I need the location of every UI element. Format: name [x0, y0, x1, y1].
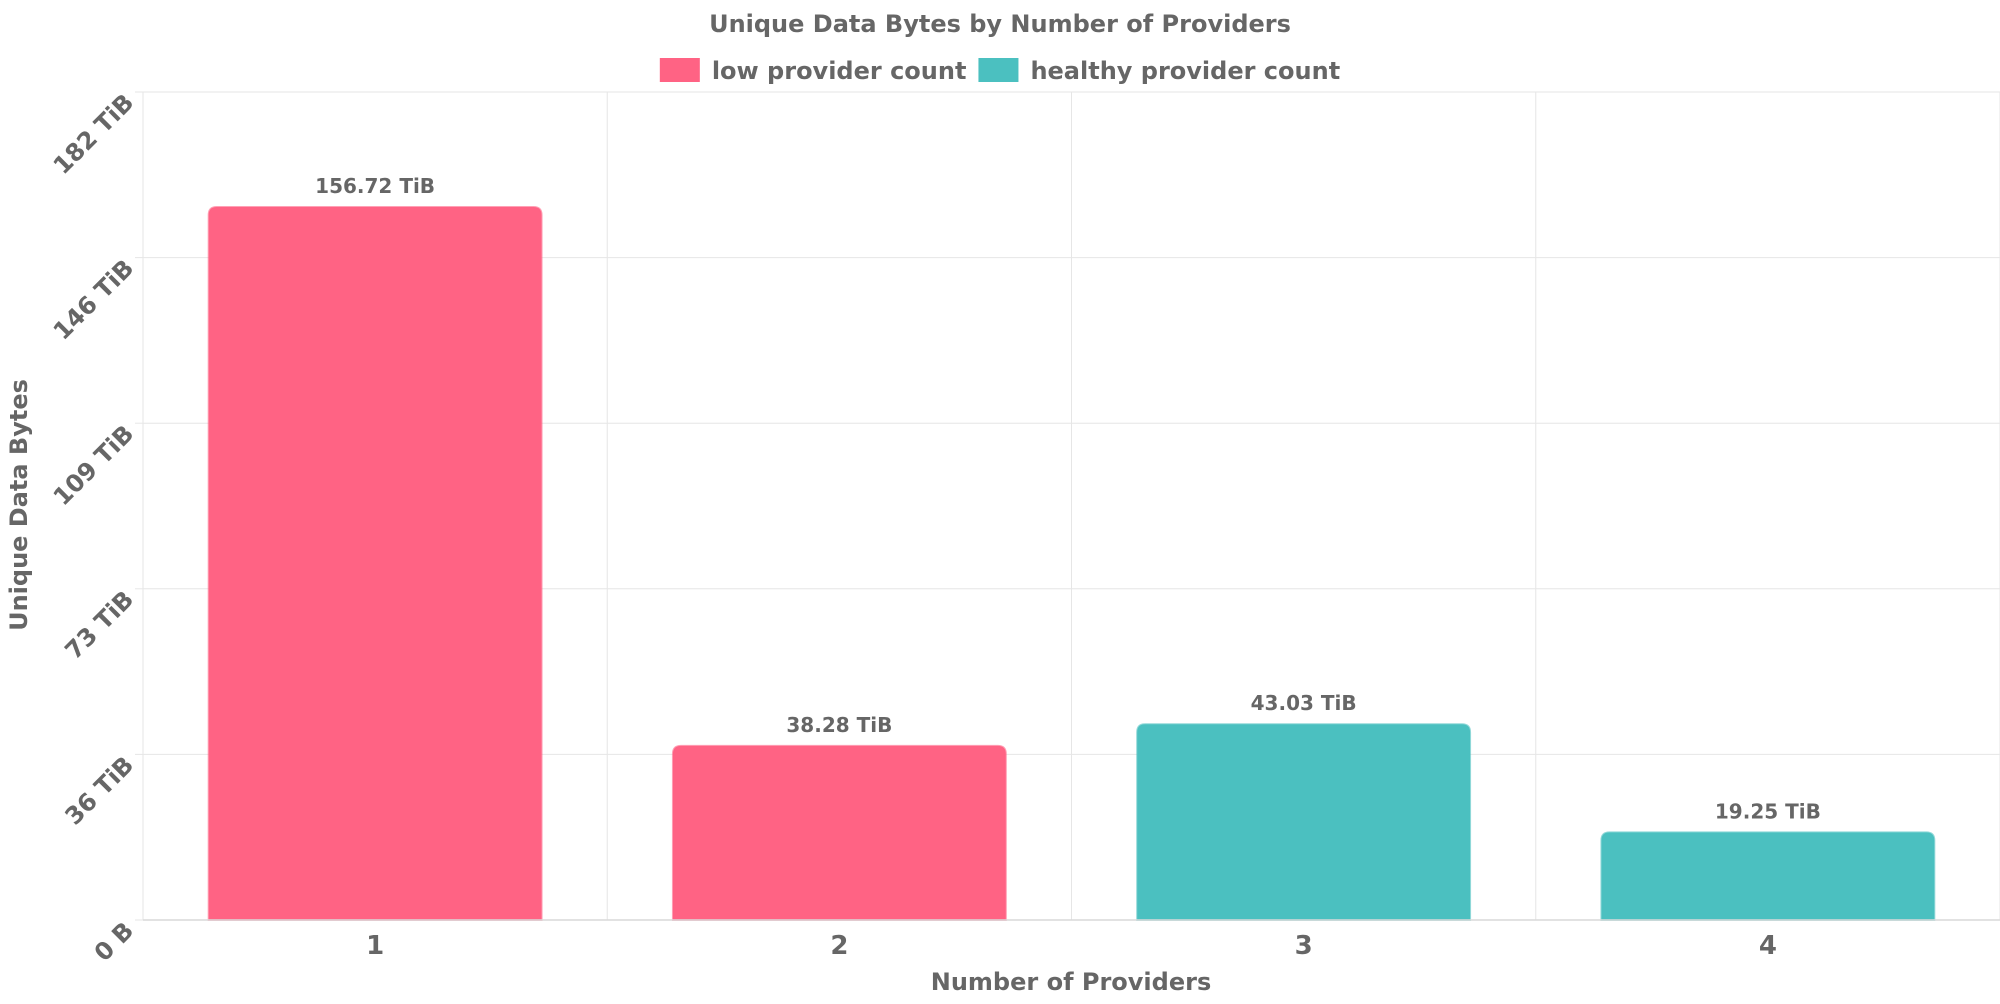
y-tick-label: 182 TiB — [48, 88, 139, 179]
legend-label: healthy provider count — [1030, 57, 1340, 85]
y-axis-label: Unique Data Bytes — [5, 379, 33, 631]
bar — [207, 206, 543, 921]
y-tick-label: 146 TiB — [48, 254, 139, 345]
y-tick-label: 0 B — [89, 916, 139, 966]
x-tick-label: 4 — [1759, 931, 1777, 961]
bar — [671, 744, 1007, 921]
x-tick-label: 3 — [1295, 931, 1313, 961]
bars — [207, 206, 1936, 921]
legend: low provider count healthy provider count — [659, 57, 1340, 85]
data-labels: 156.72 TiB 38.28 TiB 43.03 TiB 19.25 TiB — [315, 174, 1821, 823]
x-tick-label: 2 — [830, 931, 848, 961]
y-tick-label: 73 TiB — [60, 585, 140, 665]
y-tick-label: 36 TiB — [60, 751, 140, 831]
y-tick-label: 109 TiB — [48, 420, 139, 511]
bar-value-label: 19.25 TiB — [1715, 799, 1821, 823]
bar-value-label: 156.72 TiB — [315, 174, 435, 198]
x-axis-label: Number of Providers — [931, 968, 1211, 996]
legend-swatch — [659, 58, 700, 82]
bar — [1136, 723, 1472, 921]
legend-swatch — [978, 58, 1019, 82]
x-tick-label: 1 — [366, 931, 384, 961]
bar-value-label: 38.28 TiB — [786, 713, 892, 737]
chart-title: Unique Data Bytes by Number of Providers — [709, 10, 1291, 38]
bar-value-label: 43.03 TiB — [1251, 691, 1357, 715]
legend-label: low provider count — [712, 57, 967, 85]
bar — [1600, 831, 1936, 921]
